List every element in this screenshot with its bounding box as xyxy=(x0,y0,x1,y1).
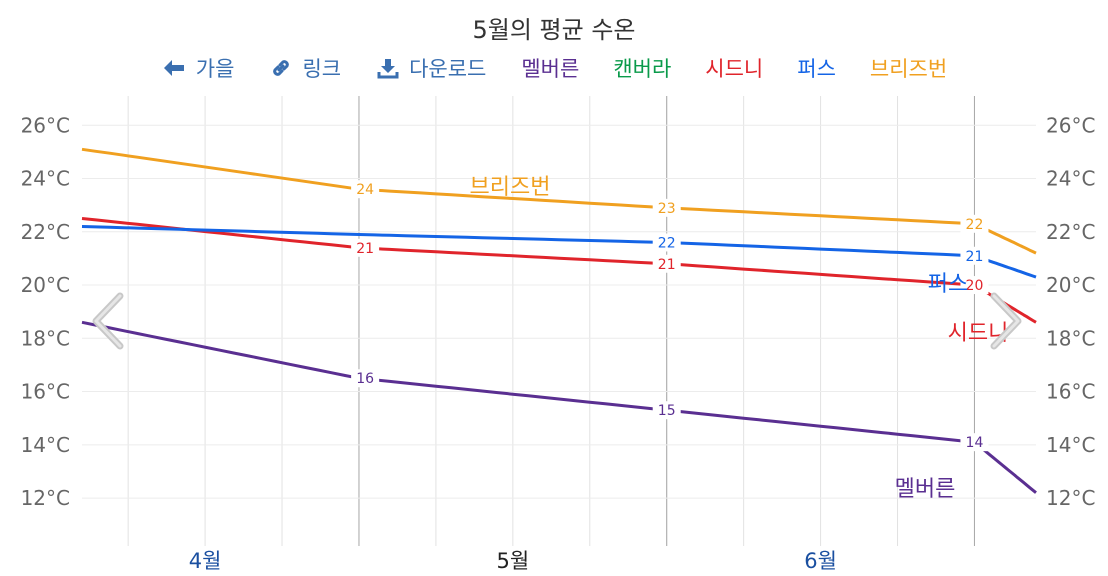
y-tick-label-right: 24°C xyxy=(1046,167,1095,191)
legend-melbourne[interactable]: 멜버른 xyxy=(521,57,580,81)
x-tick-label: 6월 xyxy=(804,549,837,573)
arrow-left-icon xyxy=(163,60,184,76)
y-tick-label-right: 14°C xyxy=(1046,433,1095,457)
y-tick-label-left: 12°C xyxy=(21,486,70,510)
series-end-label-perth: 퍼스 xyxy=(928,272,968,297)
download-icon xyxy=(377,59,399,79)
point-label-bg xyxy=(652,198,681,217)
legend-perth[interactable]: 퍼스 xyxy=(797,57,836,81)
point-label-brisbane: 23 xyxy=(658,201,676,217)
point-label-melbourne: 16 xyxy=(356,371,374,387)
point-label-melbourne: 15 xyxy=(658,403,676,419)
legend-brisbane[interactable]: 브리즈번 xyxy=(869,57,948,81)
chevron-right-icon[interactable] xyxy=(986,290,1026,352)
y-tick-label-left: 26°C xyxy=(21,113,70,137)
point-label-bg xyxy=(351,180,380,199)
series-end-label-brisbane: 브리즈번 xyxy=(470,175,551,200)
chart-title: 5월의 평균 수온 xyxy=(472,16,636,44)
point-label-bg xyxy=(652,254,681,273)
point-label-sydney: 21 xyxy=(356,241,374,257)
back-button[interactable]: 가을 xyxy=(162,53,235,83)
point-label-perth: 22 xyxy=(658,235,676,251)
x-tick-label: 4월 xyxy=(189,549,222,573)
point-label-bg xyxy=(960,276,989,295)
y-tick-label-left: 14°C xyxy=(21,433,70,457)
legend-canberra[interactable]: 캔버라 xyxy=(613,57,672,81)
point-label-melbourne: 14 xyxy=(966,435,984,451)
back-button-label: 가을 xyxy=(195,57,235,81)
point-label-perth: 21 xyxy=(966,249,984,265)
y-tick-label-left: 16°C xyxy=(21,380,70,404)
y-tick-label-left: 22°C xyxy=(21,220,70,244)
link-icon xyxy=(273,60,290,76)
point-label-bg xyxy=(960,214,989,233)
y-tick-label-right: 16°C xyxy=(1046,380,1095,404)
point-label-bg xyxy=(960,246,989,265)
point-label-sydney: 20 xyxy=(966,278,984,294)
point-label-brisbane: 24 xyxy=(356,182,374,198)
series-end-label-melbourne: 멜버른 xyxy=(895,477,956,502)
point-label-brisbane: 22 xyxy=(966,217,984,233)
point-label-bg xyxy=(960,433,989,452)
y-tick-label-right: 22°C xyxy=(1046,220,1095,244)
download-button[interactable]: 다운로드 xyxy=(377,53,486,83)
y-tick-label-right: 26°C xyxy=(1046,113,1095,137)
point-label-sydney: 21 xyxy=(658,257,676,273)
point-label-bg xyxy=(351,238,380,257)
download-button-label: 다운로드 xyxy=(409,57,487,81)
y-tick-label-right: 20°C xyxy=(1046,273,1095,297)
x-tick-label: 5월 xyxy=(496,549,529,573)
point-label-bg xyxy=(652,401,681,420)
y-tick-label-right: 18°C xyxy=(1046,326,1095,350)
series-line-brisbane xyxy=(81,147,1037,255)
link-button-label: 링크 xyxy=(302,57,342,81)
point-label-bg xyxy=(351,369,380,388)
toolbar: 가을 링크 다운로드 멜버른 캔버라 시드니 퍼스 브리즈번 xyxy=(0,52,1108,84)
series-line-melbourne xyxy=(81,320,1037,494)
y-tick-label-left: 24°C xyxy=(21,167,70,191)
link-button[interactable]: 링크 xyxy=(270,53,341,83)
legend-sydney[interactable]: 시드니 xyxy=(705,57,764,81)
y-tick-label-right: 12°C xyxy=(1046,486,1095,510)
y-tick-label-left: 18°C xyxy=(21,326,70,350)
y-tick-label-left: 20°C xyxy=(21,273,70,297)
series-line-sydney xyxy=(81,217,1037,324)
chevron-left-icon[interactable] xyxy=(88,290,128,352)
point-label-bg xyxy=(652,233,681,252)
